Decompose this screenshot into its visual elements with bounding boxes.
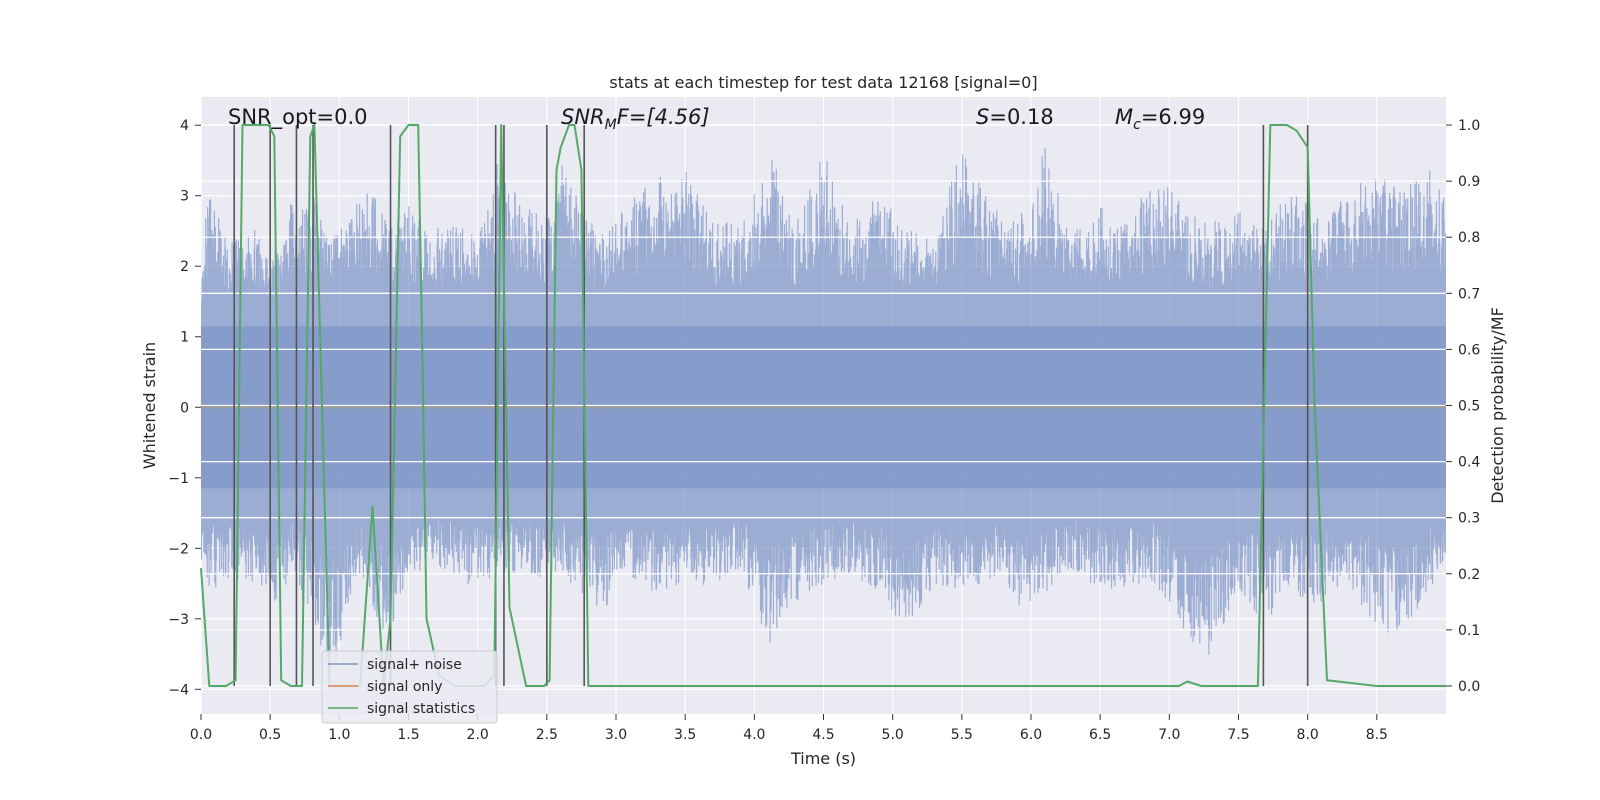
signal-statistics-series — [200, 124, 1446, 687]
x-tick-label: 0.5 — [259, 727, 281, 743]
x-tick-label: 2.5 — [536, 727, 558, 743]
y-axis-label: Whitened strain — [140, 342, 159, 469]
x-tick-label: 3.5 — [674, 727, 696, 743]
y-tick-label: 0 — [180, 400, 189, 416]
y-tick-label: −2 — [168, 541, 189, 557]
x-tick-label: 6.0 — [1020, 727, 1042, 743]
y-tick-label: −1 — [168, 471, 189, 487]
s-rest: =0.18 — [989, 105, 1053, 129]
x-tick-label: 7.5 — [1227, 727, 1249, 743]
legend-box — [321, 650, 498, 724]
x-axis-ticks: 0.0 0.5 1.0 1.5 2.0 2.5 3.0 3.5 4.0 4.5 5.0 5.5 6.0 6… — [190, 714, 1388, 743]
y-tick-label: −4 — [168, 682, 189, 698]
x-tick-label: 0.0 — [190, 727, 212, 743]
legend-label-signal-noise: signal+ noise — [367, 657, 462, 673]
right-tick-label: 0.5 — [1458, 399, 1480, 415]
x-tick-label: 4.0 — [743, 727, 765, 743]
x-tick-label: 6.5 — [1089, 727, 1111, 743]
s-annotation: S=0.18 — [976, 105, 1054, 129]
x-tick-label: 4.5 — [812, 727, 834, 743]
y-tick-label: 1 — [180, 330, 189, 346]
s-italic: S — [976, 105, 989, 129]
signal-statistics-line — [200, 124, 1446, 687]
right-tick-label: 1.0 — [1458, 118, 1480, 134]
right-y-axis-label: Detection probability/MF — [1488, 307, 1507, 504]
legend-label-signal-statistics: signal statistics — [367, 701, 475, 717]
right-tick-label: 0.2 — [1458, 567, 1480, 583]
mc-sub: c — [1133, 117, 1141, 133]
snr-mf-annotation: SNRMF=[4.56] — [561, 105, 710, 133]
legend-label-signal-only: signal only — [367, 679, 442, 695]
snr-opt-annotation: SNR_opt=0.0 — [228, 105, 368, 130]
x-tick-label: 8.5 — [1366, 727, 1388, 743]
mc-annotation: Mc=6.99 — [1115, 105, 1205, 133]
snr-mf-rest: F=[4.56] — [617, 105, 710, 129]
right-tick-label: 0.4 — [1458, 455, 1480, 471]
x-tick-label: 3.0 — [605, 727, 627, 743]
mc-rest: =6.99 — [1141, 105, 1205, 129]
right-tick-label: 0.6 — [1458, 342, 1480, 358]
y-axis-ticks: 4 3 2 1 0 −1 −2 −3 −4 — [168, 118, 201, 698]
x-tick-label: 8.0 — [1297, 727, 1319, 743]
right-tick-label: 0.1 — [1458, 623, 1480, 639]
y-tick-label: −3 — [168, 612, 189, 628]
y-tick-label: 2 — [180, 259, 189, 275]
x-tick-label: 7.0 — [1158, 727, 1180, 743]
right-tick-label: 0.0 — [1458, 679, 1480, 695]
x-tick-label: 5.5 — [951, 727, 973, 743]
right-tick-label: 0.8 — [1458, 230, 1480, 246]
y-tick-label: 3 — [180, 189, 189, 205]
chart-title: stats at each timestep for test data 121… — [609, 73, 1037, 92]
x-tick-label: 1.0 — [328, 727, 350, 743]
right-tick-label: 0.3 — [1458, 511, 1480, 527]
x-tick-label: 2.0 — [467, 727, 489, 743]
snr-mf-sub: M — [605, 117, 617, 133]
right-y-axis-ticks: 1.0 0.9 0.8 0.7 0.6 0.5 0.4 0.3 0.2 0.1 0.0 — [1446, 118, 1480, 695]
x-axis-label: Time (s) — [790, 749, 856, 768]
mc-italic: M — [1115, 105, 1133, 129]
snr-mf-main: SNR — [561, 105, 605, 129]
x-tick-label: 1.5 — [397, 727, 419, 743]
legend: signal+ noise signal only signal statist… — [321, 650, 498, 724]
x-tick-label: 5.0 — [882, 727, 904, 743]
right-tick-label: 0.7 — [1458, 286, 1480, 302]
right-tick-label: 0.9 — [1458, 174, 1480, 190]
y-tick-label: 4 — [180, 118, 189, 134]
